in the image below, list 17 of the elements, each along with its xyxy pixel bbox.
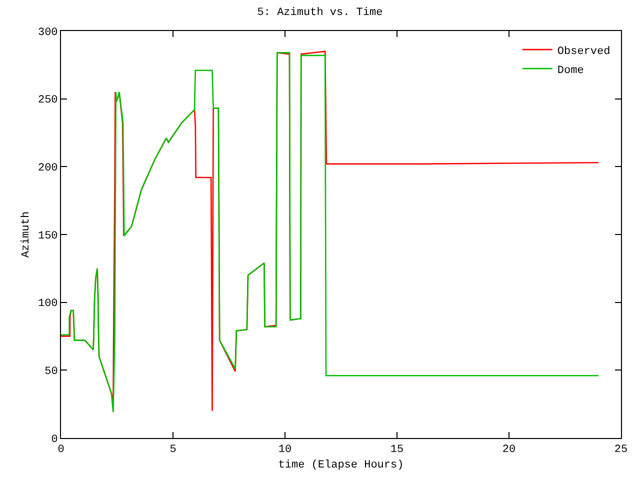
chart-title: 5: Azimuth vs. Time <box>257 6 383 19</box>
x-tick-label: 15 <box>390 444 404 456</box>
y-tick-label: 50 <box>44 366 58 378</box>
y-tick-label: 250 <box>38 94 58 107</box>
x-tick-label: 25 <box>614 444 628 456</box>
x-tick-label: 20 <box>502 444 516 456</box>
y-tick-label: 200 <box>38 162 58 175</box>
legend-label: Observed <box>557 46 610 58</box>
y-tick-label: 0 <box>51 434 58 446</box>
y-tick-label: 150 <box>38 230 58 242</box>
y-tick-label: 100 <box>38 298 58 310</box>
x-axis-title: time (Elapse Hours) <box>278 459 404 472</box>
x-tick-label: 10 <box>278 444 292 456</box>
x-tick-label: 5 <box>170 444 176 456</box>
y-axis-title: Azimuth <box>20 211 33 258</box>
y-tick-label: 300 <box>38 26 58 39</box>
legend-label: Dome <box>557 64 584 77</box>
